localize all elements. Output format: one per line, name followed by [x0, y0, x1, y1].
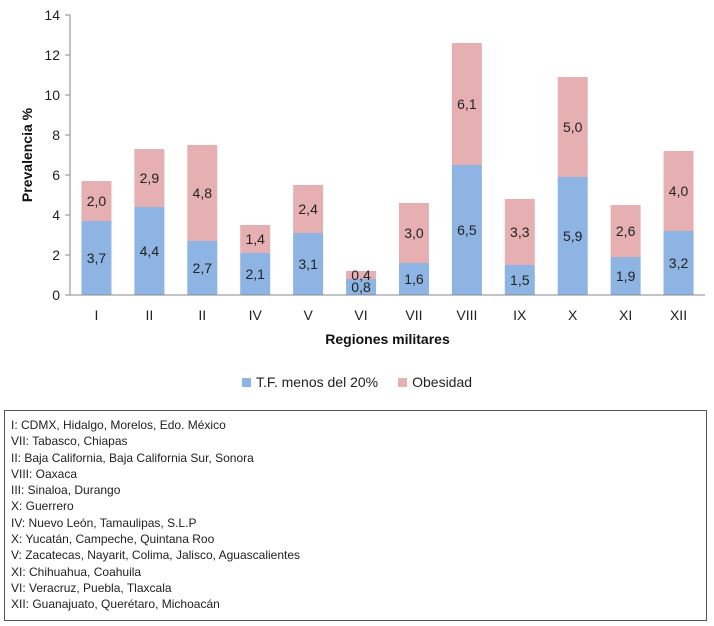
data-label: 4,4: [140, 243, 160, 259]
region-notes-box: I: CDMX, Hidalgo, Morelos, Edo. México V…: [4, 410, 707, 621]
bar-chart: 0 2 4 6 8 10 12 14 3,7 2,0 I 4,4 2,9 II 2,7 4,8 II 2,1 1,4…: [19, 7, 705, 347]
legend: T.F. menos del 20% Obesidad: [0, 372, 714, 392]
bar-tf-menos-20: [346, 279, 377, 295]
x-tick-label: II: [198, 307, 206, 323]
bar-tf-menos-20: [504, 265, 535, 295]
bar-obesidad: [557, 77, 588, 177]
bar-tf-menos-20: [293, 233, 324, 295]
data-label: 1,9: [616, 268, 636, 284]
legend-item-series-1: Obesidad: [398, 374, 472, 390]
bar-tf-menos-20: [187, 241, 218, 295]
data-label: 6,5: [457, 222, 477, 238]
data-label: 3,0: [404, 225, 424, 241]
legend-label-series-1: Obesidad: [412, 374, 473, 390]
region-note: VIII: Oaxaca: [11, 466, 78, 481]
legend-swatch-series-1: [398, 377, 408, 387]
data-label: 2,1: [245, 266, 265, 282]
x-tick-label: VII: [405, 307, 422, 323]
x-tick-label: X: [568, 307, 578, 323]
bar-obesidad: [663, 151, 694, 231]
x-tick-label: IX: [513, 307, 527, 323]
region-note: V: Zacatecas, Nayarit, Colima, Jalisco, …: [11, 548, 301, 563]
bar-obesidad: [398, 203, 429, 263]
bar-tf-menos-20: [451, 165, 482, 295]
bar-tf-menos-20: [610, 257, 641, 295]
bar-obesidad: [240, 225, 271, 253]
data-label: 3,7: [87, 250, 107, 266]
data-label: 3,2: [669, 255, 689, 271]
data-label: 0,4: [351, 267, 371, 283]
data-label: 5,0: [563, 119, 583, 135]
y-axis-title: Prevalencia %: [19, 107, 35, 202]
bar-obesidad: [451, 43, 482, 165]
bar-obesidad: [81, 181, 112, 221]
y-tick-label: 6: [52, 167, 60, 183]
data-label: 1,5: [510, 272, 530, 288]
data-label: 1,4: [245, 231, 265, 247]
y-tick-label: 4: [52, 207, 60, 223]
region-note: VI: Veracruz, Puebla, Tlaxcala: [11, 580, 172, 595]
data-label: 0,8: [351, 279, 371, 295]
x-tick-label: IV: [249, 307, 263, 323]
bar-obesidad: [504, 199, 535, 265]
x-tick-label: XII: [670, 307, 687, 323]
y-tick-label: 10: [44, 87, 60, 103]
region-note: XII: Guanajuato, Querétaro, Michoacán: [11, 597, 220, 612]
data-label: 2,0: [87, 193, 107, 209]
x-tick-label: VIII: [456, 307, 477, 323]
data-label: 4,8: [193, 185, 213, 201]
data-label: 3,3: [510, 224, 530, 240]
x-tick-label: VI: [354, 307, 367, 323]
bar-tf-menos-20: [663, 231, 694, 295]
y-tick-label: 14: [44, 7, 60, 23]
region-note: II: Baja California, Baja California Sur…: [11, 450, 254, 465]
data-label: 6,1: [457, 96, 477, 112]
bar-tf-menos-20: [240, 253, 271, 295]
chart-area: 0 2 4 6 8 10 12 14 3,7 2,0 I 4,4 2,9 II 2,7 4,8 II 2,1 1,4…: [0, 7, 714, 392]
y-tick-label: 8: [52, 127, 60, 143]
region-note: XI: Chihuahua, Coahuila: [11, 564, 142, 579]
region-note: VII: Tabasco, Chiapas: [11, 434, 128, 449]
data-label: 2,7: [193, 260, 213, 276]
data-label: 3,1: [298, 256, 318, 272]
bar-obesidad: [293, 185, 324, 233]
bar-tf-menos-20: [557, 177, 588, 295]
y-tick-label: 12: [44, 47, 60, 63]
region-note: X: Guerrero: [11, 499, 74, 514]
x-tick-label: II: [145, 307, 153, 323]
x-tick-label: I: [95, 307, 99, 323]
bar-tf-menos-20: [398, 263, 429, 295]
y-tick-label: 0: [52, 287, 60, 303]
x-axis-title: Regiones militares: [325, 331, 450, 347]
legend-swatch-series-0: [241, 377, 251, 387]
bar-tf-menos-20: [81, 221, 112, 295]
data-label: 2,9: [140, 170, 160, 186]
y-tick-label: 2: [52, 247, 60, 263]
bar-obesidad: [346, 271, 377, 279]
data-label: 4,0: [669, 183, 689, 199]
legend-item-series-0: T.F. menos del 20%: [241, 374, 379, 390]
region-note: III: Sinaloa, Durango: [11, 483, 121, 498]
bar-tf-menos-20: [134, 207, 165, 295]
data-label: 1,6: [404, 271, 424, 287]
region-note: I: CDMX, Hidalgo, Morelos, Edo. México: [11, 418, 226, 432]
data-label: 5,9: [563, 228, 583, 244]
bar-obesidad: [187, 145, 218, 241]
region-note: X: Yucatán, Campeche, Quintana Roo: [11, 532, 215, 547]
region-note: IV: Nuevo León, Tamaulipas, S.L.P: [11, 515, 197, 530]
data-label: 2,4: [298, 201, 318, 217]
x-tick-label: XI: [619, 307, 632, 323]
x-tick-label: V: [303, 307, 313, 323]
legend-label-series-0: T.F. menos del 20%: [255, 374, 379, 390]
bar-obesidad: [134, 149, 165, 207]
data-label: 2,6: [616, 223, 636, 239]
bar-obesidad: [610, 205, 641, 257]
